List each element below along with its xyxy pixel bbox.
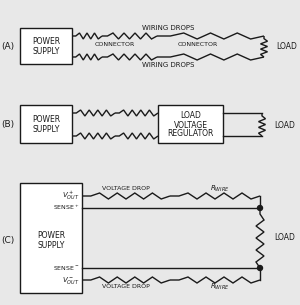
Text: POWER: POWER: [32, 38, 60, 46]
Text: SUPPLY: SUPPLY: [32, 124, 60, 134]
Text: POWER: POWER: [37, 231, 65, 239]
Text: CONNECTOR: CONNECTOR: [178, 41, 218, 46]
Text: VOLTAGE: VOLTAGE: [173, 120, 208, 130]
Text: WIRING DROPS: WIRING DROPS: [142, 25, 194, 31]
Text: VOLTAGE DROP: VOLTAGE DROP: [102, 186, 150, 192]
Text: (A): (A): [2, 42, 15, 52]
Text: $V_{OUT}^-$: $V_{OUT}^-$: [62, 274, 80, 285]
Text: $R_{WIRE}$: $R_{WIRE}$: [210, 282, 230, 292]
Text: $V_{OUT}^+$: $V_{OUT}^+$: [62, 190, 80, 202]
Text: VOLTAGE DROP: VOLTAGE DROP: [102, 285, 150, 289]
Text: LOAD: LOAD: [274, 234, 295, 242]
Text: (B): (B): [2, 120, 15, 130]
Text: SENSE$^+$: SENSE$^+$: [53, 203, 80, 213]
Text: SENSE$^-$: SENSE$^-$: [53, 264, 80, 272]
Text: CONNECTOR: CONNECTOR: [94, 41, 135, 46]
Bar: [20, 105, 72, 143]
Bar: [158, 105, 223, 143]
Text: $R_{WIRE}$: $R_{WIRE}$: [210, 184, 230, 194]
Circle shape: [257, 206, 262, 210]
Bar: [20, 28, 72, 64]
Text: LOAD: LOAD: [180, 112, 201, 120]
Bar: [20, 183, 82, 293]
Text: SUPPLY: SUPPLY: [37, 242, 65, 250]
Text: (C): (C): [2, 235, 15, 245]
Text: SUPPLY: SUPPLY: [32, 48, 60, 56]
Text: WIRING DROPS: WIRING DROPS: [142, 62, 194, 68]
Circle shape: [257, 265, 262, 271]
Text: REGULATOR: REGULATOR: [167, 130, 214, 138]
Text: POWER: POWER: [32, 114, 60, 124]
Text: LOAD: LOAD: [276, 42, 297, 51]
Text: LOAD: LOAD: [274, 120, 295, 130]
